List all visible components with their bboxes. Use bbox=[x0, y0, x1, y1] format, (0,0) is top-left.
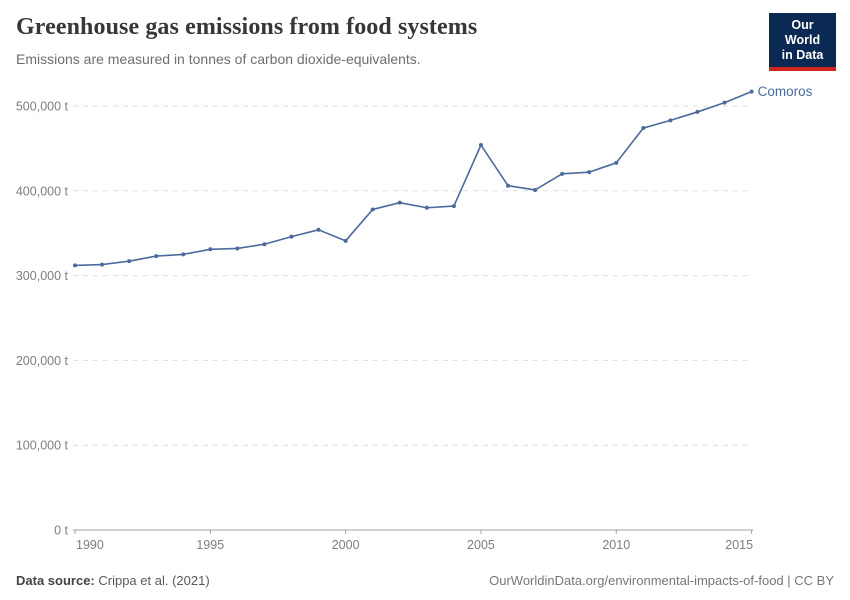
x-axis-tick-label: 2015 bbox=[725, 538, 753, 552]
data-point[interactable] bbox=[560, 171, 565, 176]
owid-logo-line1: Our World bbox=[784, 18, 821, 47]
data-source-value: Crippa et al. (2021) bbox=[94, 573, 210, 588]
y-axis-tick-label: 0 t bbox=[54, 524, 68, 538]
data-point[interactable] bbox=[614, 160, 619, 165]
owid-logo[interactable]: Our World in Data bbox=[769, 13, 836, 71]
x-axis-tick-label: 2005 bbox=[467, 538, 495, 552]
chart-footer: Data source: Crippa et al. (2021) OurWor… bbox=[0, 573, 850, 588]
data-point[interactable] bbox=[181, 252, 186, 257]
data-source-label: Data source: bbox=[16, 573, 95, 588]
data-point[interactable] bbox=[424, 205, 429, 210]
owid-logo-accent-bar bbox=[769, 67, 836, 71]
data-point[interactable] bbox=[533, 187, 538, 192]
data-point[interactable] bbox=[641, 126, 646, 131]
data-point[interactable] bbox=[127, 259, 132, 264]
owid-logo-box: Our World in Data bbox=[769, 13, 836, 67]
chart-subtitle: Emissions are measured in tonnes of carb… bbox=[16, 51, 421, 67]
data-point[interactable] bbox=[668, 118, 673, 123]
series-end-label[interactable]: Comoros bbox=[758, 84, 813, 99]
data-point[interactable] bbox=[100, 262, 105, 267]
data-point[interactable] bbox=[397, 200, 402, 205]
chart-title: Greenhouse gas emissions from food syste… bbox=[16, 14, 478, 40]
data-point[interactable] bbox=[478, 143, 483, 148]
y-axis-tick-label: 200,000 t bbox=[16, 354, 69, 368]
data-point[interactable] bbox=[343, 238, 348, 243]
data-point[interactable] bbox=[370, 207, 375, 212]
x-axis-tick-label: 1990 bbox=[76, 538, 104, 552]
data-point[interactable] bbox=[695, 109, 700, 114]
credit-link[interactable]: OurWorldinData.org/environmental-impacts… bbox=[489, 573, 834, 588]
data-point[interactable] bbox=[154, 254, 159, 259]
data-point[interactable] bbox=[262, 242, 267, 247]
data-point[interactable] bbox=[749, 89, 754, 94]
data-point[interactable] bbox=[235, 246, 240, 251]
data-point[interactable] bbox=[587, 170, 592, 175]
data-point[interactable] bbox=[73, 263, 77, 268]
y-axis-tick-label: 100,000 t bbox=[16, 439, 69, 453]
data-line-comoros[interactable] bbox=[74, 90, 753, 267]
data-point[interactable] bbox=[289, 234, 294, 239]
y-axis-tick-label: 400,000 t bbox=[16, 184, 69, 198]
data-point[interactable] bbox=[451, 204, 456, 209]
y-axis-tick-label: 300,000 t bbox=[16, 269, 69, 283]
y-axis-tick-label: 500,000 t bbox=[16, 100, 69, 114]
x-axis-tick-label: 2000 bbox=[332, 538, 360, 552]
x-axis-tick-label: 2010 bbox=[602, 538, 630, 552]
data-point[interactable] bbox=[506, 183, 511, 188]
data-point[interactable] bbox=[208, 247, 213, 252]
x-axis-tick-label: 1995 bbox=[196, 538, 224, 552]
data-point[interactable] bbox=[316, 227, 321, 232]
data-point[interactable] bbox=[722, 100, 727, 105]
owid-logo-line2: in Data bbox=[781, 48, 824, 62]
data-source-note: Data source: Crippa et al. (2021) bbox=[16, 573, 210, 588]
